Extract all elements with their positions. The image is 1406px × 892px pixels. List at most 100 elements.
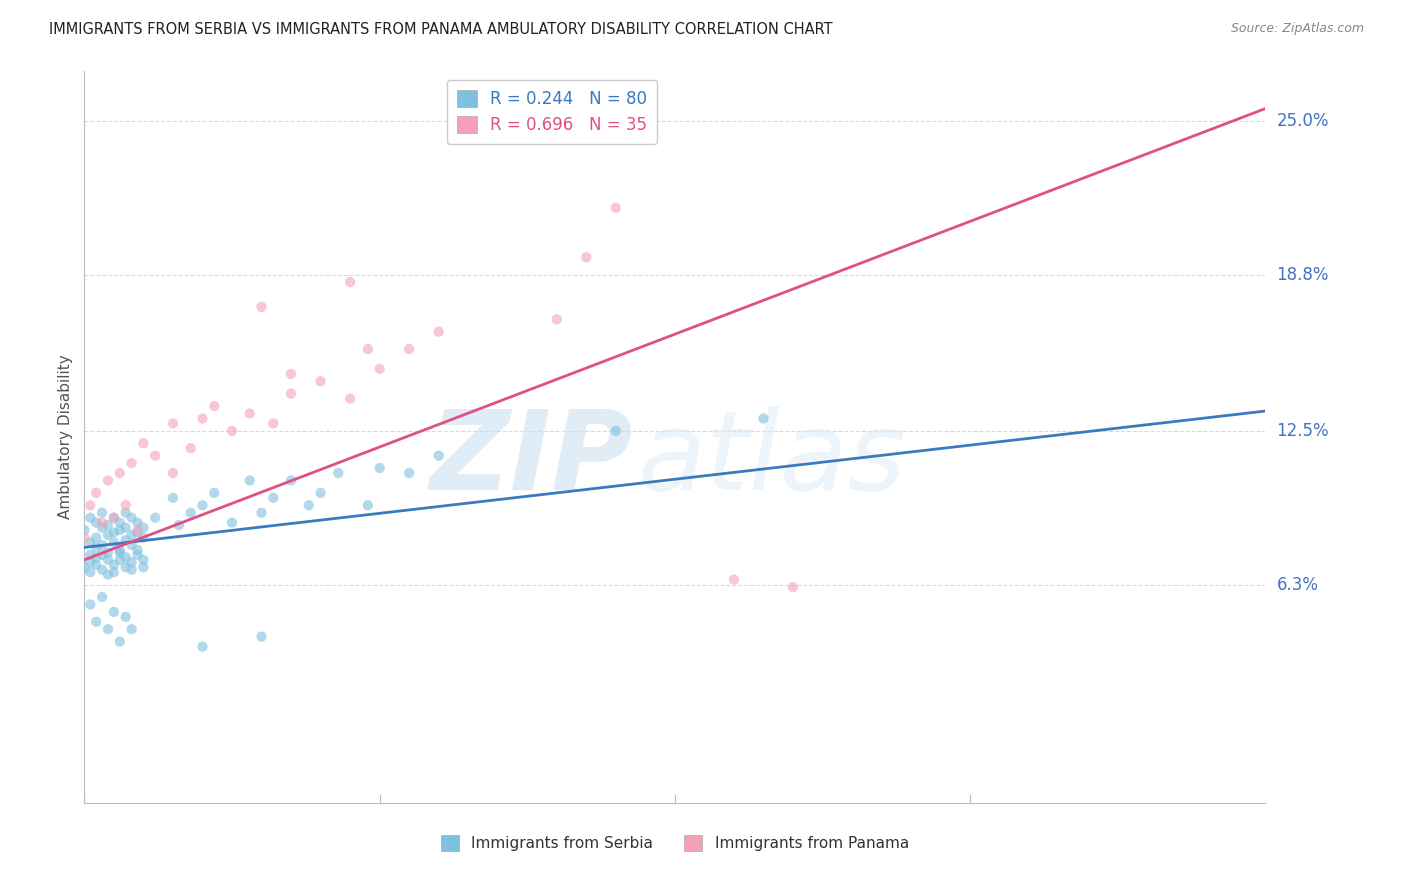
Point xyxy=(167,518,190,533)
Point xyxy=(97,474,120,488)
Point xyxy=(605,424,627,438)
Text: 18.8%: 18.8% xyxy=(1277,266,1329,284)
Point xyxy=(162,417,184,431)
Point xyxy=(262,491,284,505)
Point xyxy=(262,417,284,431)
Point xyxy=(114,520,136,534)
Point xyxy=(84,486,107,500)
Point xyxy=(97,567,120,582)
Point xyxy=(357,498,380,512)
Text: IMMIGRANTS FROM SERBIA VS IMMIGRANTS FROM PANAMA AMBULATORY DISABILITY CORRELATI: IMMIGRANTS FROM SERBIA VS IMMIGRANTS FRO… xyxy=(49,22,832,37)
Point xyxy=(103,558,125,572)
Point xyxy=(114,560,136,574)
Text: ZIP: ZIP xyxy=(430,406,634,513)
Point xyxy=(97,622,120,636)
Point xyxy=(191,640,214,654)
Point xyxy=(127,523,149,537)
Point xyxy=(309,486,332,500)
Text: atlas: atlas xyxy=(637,406,905,513)
Point xyxy=(357,342,380,356)
Point xyxy=(91,506,114,520)
Point xyxy=(250,630,273,644)
Point xyxy=(91,520,114,534)
Point xyxy=(103,535,125,549)
Point xyxy=(339,392,361,406)
Point xyxy=(191,411,214,425)
Point xyxy=(782,580,804,594)
Point xyxy=(328,466,350,480)
Point xyxy=(91,590,114,604)
Point xyxy=(162,466,184,480)
Point xyxy=(191,498,214,512)
Point xyxy=(79,555,101,569)
Point xyxy=(91,538,114,552)
Text: 25.0%: 25.0% xyxy=(1277,112,1329,130)
Point xyxy=(84,516,107,530)
Point xyxy=(91,516,114,530)
Text: Source: ZipAtlas.com: Source: ZipAtlas.com xyxy=(1230,22,1364,36)
Point xyxy=(114,498,136,512)
Point xyxy=(121,555,143,569)
Point xyxy=(121,456,143,470)
Point xyxy=(280,367,302,381)
Text: 6.3%: 6.3% xyxy=(1277,575,1319,593)
Point xyxy=(84,531,107,545)
Point xyxy=(752,411,775,425)
Point xyxy=(280,474,302,488)
Point xyxy=(368,461,391,475)
Point xyxy=(127,548,149,562)
Point xyxy=(108,466,131,480)
Point xyxy=(114,506,136,520)
Point xyxy=(121,538,143,552)
Point xyxy=(97,553,120,567)
Point xyxy=(97,528,120,542)
Point xyxy=(132,520,155,534)
Point xyxy=(427,449,450,463)
Point xyxy=(103,525,125,540)
Point xyxy=(108,545,131,559)
Point xyxy=(103,605,125,619)
Point xyxy=(202,486,225,500)
Point xyxy=(280,386,302,401)
Point xyxy=(79,535,101,549)
Point xyxy=(79,548,101,562)
Point xyxy=(108,516,131,530)
Point xyxy=(180,442,202,456)
Point xyxy=(309,374,332,388)
Point xyxy=(114,533,136,547)
Point xyxy=(605,201,627,215)
Point xyxy=(121,510,143,524)
Point xyxy=(84,558,107,572)
Point xyxy=(127,542,149,557)
Point xyxy=(79,510,101,524)
Point xyxy=(575,250,598,264)
Point xyxy=(91,563,114,577)
Point xyxy=(84,615,107,629)
Point xyxy=(97,518,120,533)
Point xyxy=(108,523,131,537)
Point xyxy=(723,573,745,587)
Y-axis label: Ambulatory Disability: Ambulatory Disability xyxy=(58,355,73,519)
Legend: Immigrants from Serbia, Immigrants from Panama: Immigrants from Serbia, Immigrants from … xyxy=(434,830,915,857)
Point xyxy=(121,528,143,542)
Point xyxy=(79,565,101,579)
Point xyxy=(239,474,262,488)
Point xyxy=(108,634,131,648)
Point xyxy=(103,510,125,524)
Point xyxy=(79,598,101,612)
Point xyxy=(73,523,96,537)
Point xyxy=(298,498,321,512)
Point xyxy=(103,565,125,579)
Point xyxy=(121,563,143,577)
Point xyxy=(132,560,155,574)
Point xyxy=(127,525,149,540)
Point xyxy=(132,531,155,545)
Point xyxy=(546,312,568,326)
Point xyxy=(114,610,136,624)
Point xyxy=(114,550,136,565)
Point xyxy=(239,407,262,421)
Point xyxy=(339,275,361,289)
Point xyxy=(202,399,225,413)
Point xyxy=(427,325,450,339)
Point xyxy=(73,531,96,545)
